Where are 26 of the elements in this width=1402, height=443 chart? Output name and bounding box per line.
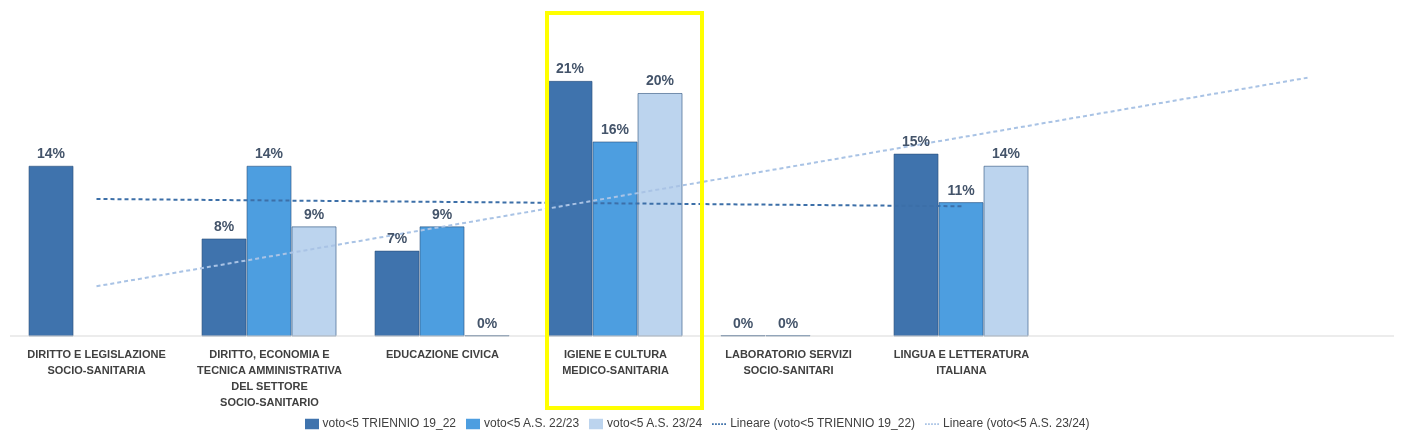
data-label: 15%	[902, 133, 931, 150]
data-label: 9%	[431, 205, 453, 222]
data-label: 0%	[476, 314, 498, 331]
legend-label: voto<5 TRIENNIO 19_22	[322, 416, 457, 430]
legend-label: voto<5 A.S. 23/24	[607, 416, 703, 430]
data-label: 0%	[732, 314, 754, 331]
data-label: 14%	[255, 145, 284, 162]
x-tick-label: EDUCAZIONE CIVICA	[385, 348, 500, 360]
x-tick-label: DIRITTO, ECONOMIA E TECNICA AMMINISTRATIVA DEL SETTORE SOCIO-SANITARIO	[197, 348, 342, 408]
x-tick-label: LABORATORIO SERVIZI SOCIO-SANITARI	[725, 348, 852, 376]
data-label: 9%	[303, 205, 325, 222]
data-label: 21%	[556, 60, 585, 77]
x-tick-label: IGIENE E CULTURA MEDICO-SANITARIA	[562, 348, 669, 376]
data-label: 14%	[37, 145, 66, 162]
data-label: 7%	[386, 230, 408, 247]
legend-label: voto<5 A.S. 22/23	[484, 416, 580, 430]
data-label: 14%	[992, 145, 1021, 162]
data-label: 8%	[213, 218, 235, 234]
data-label: 11%	[947, 181, 976, 198]
x-tick-label: LINGUA E LETTERATURA ITALIANA	[893, 348, 1030, 376]
legend-label: Lineare (voto<5 TRIENNIO 19_22)	[730, 416, 916, 430]
data-label: 20%	[646, 72, 675, 89]
data-label: 16%	[601, 121, 630, 137]
data-label: 0%	[777, 314, 799, 331]
legend-label: Lineare (voto<5 A.S. 23/24)	[943, 416, 1090, 430]
x-tick-label: DIRITTO E LEGISLAZIONE SOCIO-SANITARIA	[27, 348, 166, 376]
